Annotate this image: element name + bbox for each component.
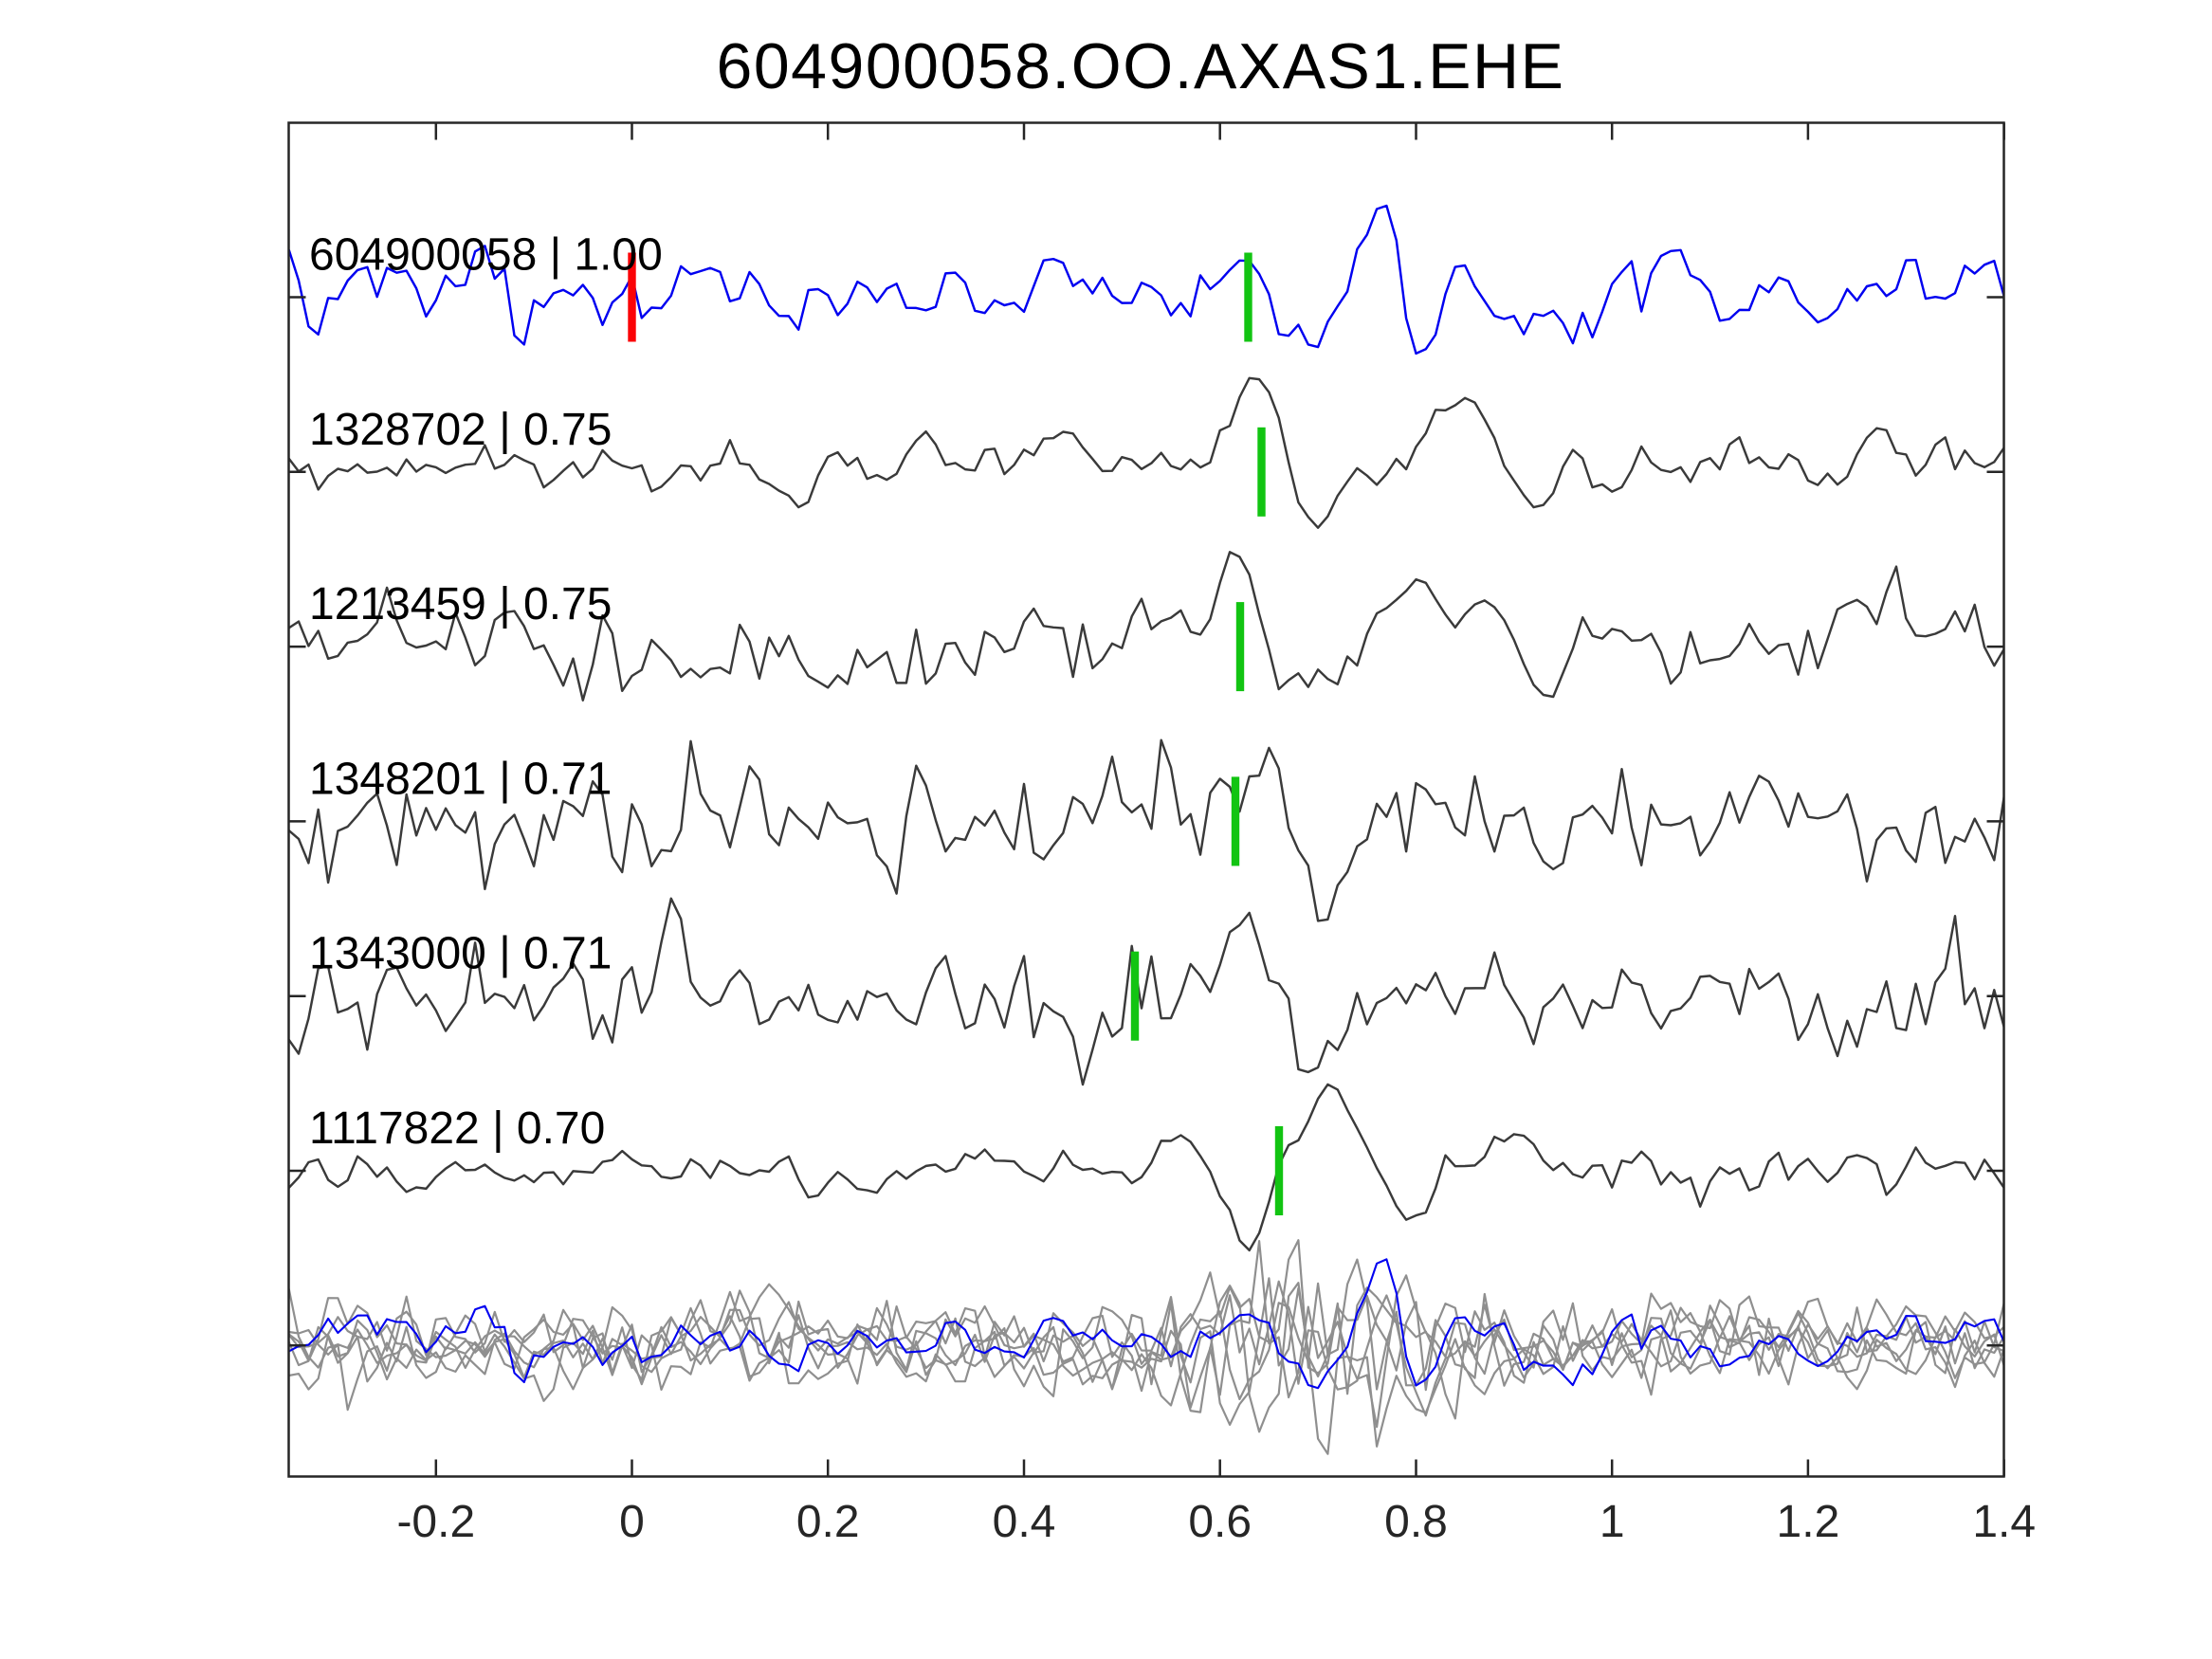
svg-text:1343000 | 0.71: 1343000 | 0.71 bbox=[309, 929, 612, 979]
svg-text:604900058.OO.AXAS1.EHE: 604900058.OO.AXAS1.EHE bbox=[717, 30, 1565, 102]
svg-text:-0.2: -0.2 bbox=[396, 1497, 475, 1547]
svg-text:1117822 | 0.70: 1117822 | 0.70 bbox=[309, 1103, 605, 1154]
svg-text:604900058 | 1.00: 604900058 | 1.00 bbox=[309, 230, 663, 281]
svg-text:1.2: 1.2 bbox=[1777, 1497, 1840, 1547]
svg-text:0.8: 0.8 bbox=[1384, 1497, 1448, 1547]
svg-text:1213459 | 0.75: 1213459 | 0.75 bbox=[309, 579, 612, 629]
svg-text:1348201 | 0.71: 1348201 | 0.71 bbox=[309, 754, 612, 804]
svg-text:1.4: 1.4 bbox=[1972, 1497, 2036, 1547]
svg-text:0.6: 0.6 bbox=[1188, 1497, 1252, 1547]
svg-text:0: 0 bbox=[619, 1497, 645, 1547]
svg-text:1328702 | 0.75: 1328702 | 0.75 bbox=[309, 405, 612, 455]
svg-text:1: 1 bbox=[1600, 1497, 1625, 1547]
svg-text:0.2: 0.2 bbox=[796, 1497, 860, 1547]
svg-text:0.4: 0.4 bbox=[993, 1497, 1056, 1547]
